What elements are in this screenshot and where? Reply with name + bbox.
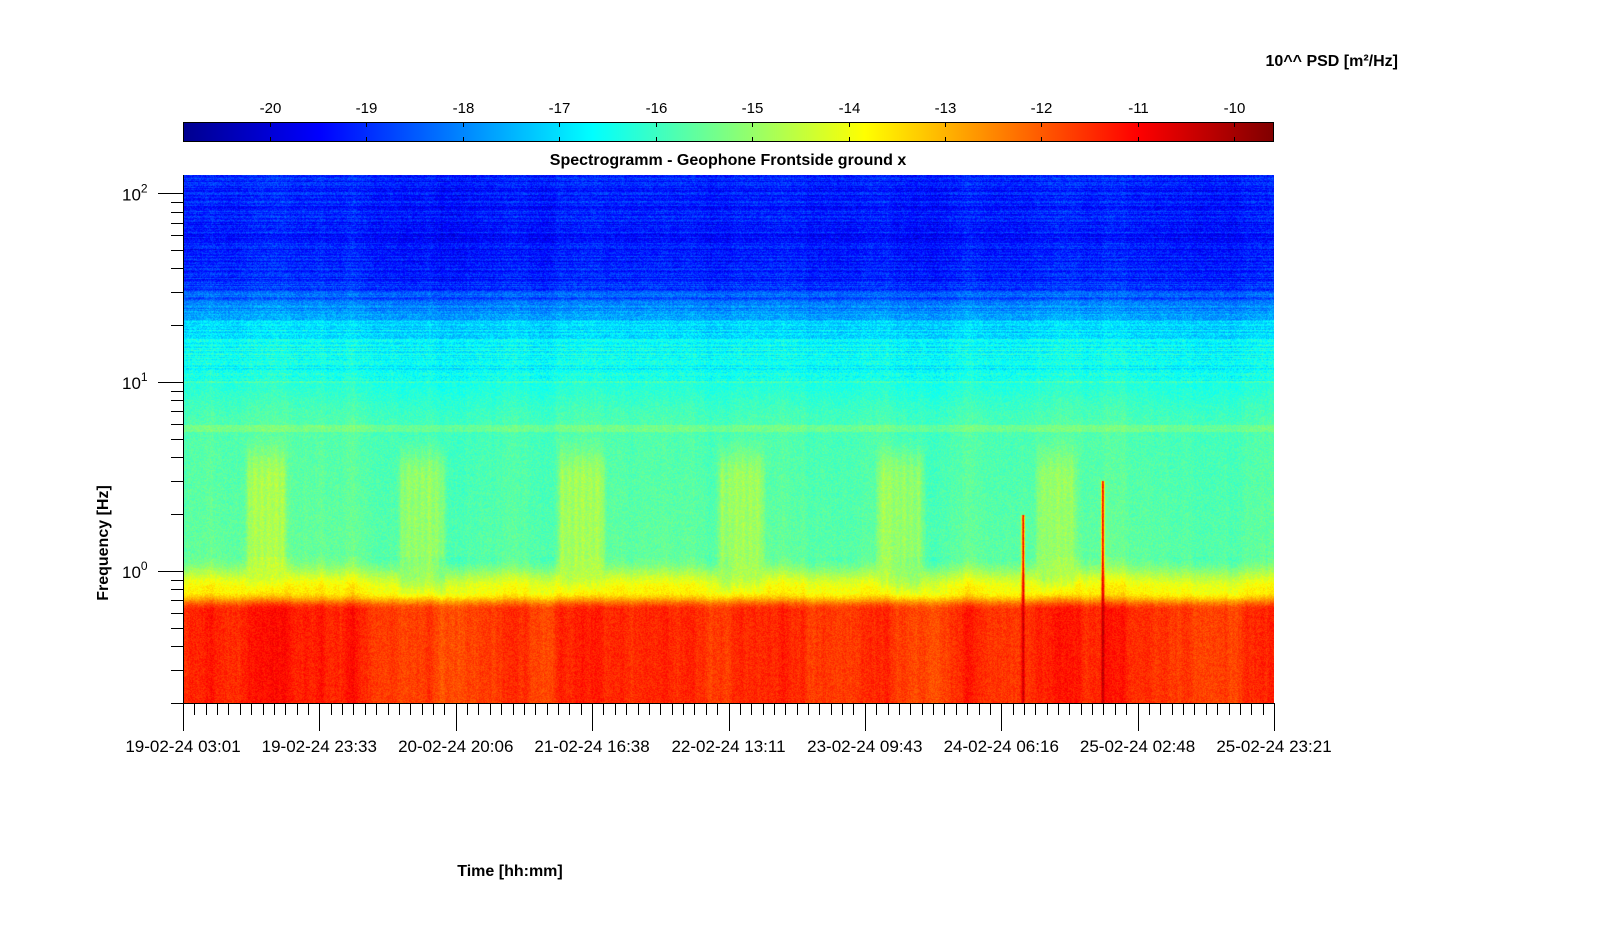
colorbar-tick-label: -13 <box>935 100 957 117</box>
y-axis-tick-labels: 100 101 102 <box>122 181 148 582</box>
colorbar-tick-label: -18 <box>453 100 475 117</box>
colorbar-tick-label: -16 <box>646 100 668 117</box>
chart-title: Spectrogramm - Geophone Frontside ground… <box>550 152 907 169</box>
x-tick-label: 22-02-24 13:11 <box>671 737 785 756</box>
colorbar <box>183 122 1274 142</box>
colorbar-tick-label: -14 <box>839 100 861 117</box>
y-tick-label: 101 <box>122 370 148 393</box>
x-tick-label: 25-02-24 02:48 <box>1080 737 1195 756</box>
x-tick-label: 24-02-24 06:16 <box>944 737 1059 756</box>
colorbar-label: 10^^ PSD [m²/Hz] <box>1266 53 1398 70</box>
y-axis-ticks <box>158 193 183 704</box>
x-axis-label: Time [hh:mm] <box>457 863 562 880</box>
colorbar-ticks <box>270 122 1235 142</box>
x-tick-label: 19-02-24 23:33 <box>262 737 377 756</box>
x-tick-label: 20-02-24 20:06 <box>398 737 513 756</box>
colorbar-tick-labels: -20 -19 -18 -17 -16 -15 -14 -13 -12 -11 -10 <box>260 100 1246 117</box>
spectrogram-heatmap <box>183 175 1274 703</box>
y-tick-label: 100 <box>122 559 148 582</box>
x-tick-label: 19-02-24 03:01 <box>125 737 240 756</box>
colorbar-tick-label: -10 <box>1224 100 1246 117</box>
colorbar-tick-label: -20 <box>260 100 282 117</box>
x-axis-ticks <box>183 703 1275 731</box>
y-tick-label: 102 <box>122 181 148 204</box>
plot-area <box>183 175 1274 703</box>
x-axis-tick-labels: 19-02-24 03:01 19-02-24 23:33 20-02-24 20:… <box>125 737 1331 756</box>
colorbar-tick-label: -19 <box>356 100 378 117</box>
colorbar-tick-label: -17 <box>549 100 571 117</box>
y-axis-label: Frequency [Hz] <box>95 485 112 601</box>
colorbar-tick-label: -11 <box>1128 100 1149 117</box>
x-tick-label: 23-02-24 09:43 <box>807 737 922 756</box>
colorbar-tick-label: -12 <box>1031 100 1053 117</box>
x-tick-label: 25-02-24 23:21 <box>1216 737 1331 756</box>
x-tick-label: 21-02-24 16:38 <box>534 737 649 756</box>
colorbar-tick-label: -15 <box>742 100 764 117</box>
